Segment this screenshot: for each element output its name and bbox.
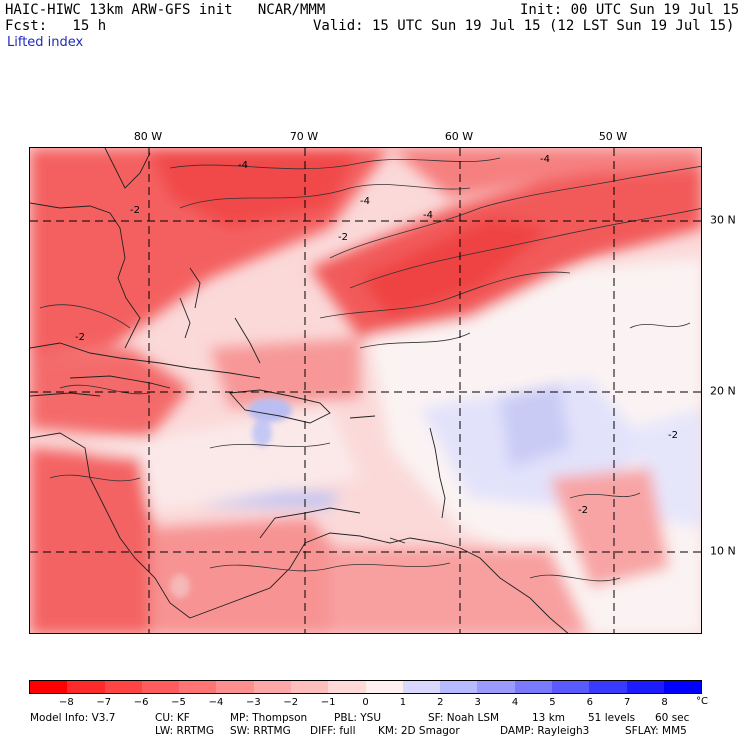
contour-label: -2: [578, 505, 588, 516]
lon-label-60w: 60 W: [444, 130, 474, 143]
lon-label-70w: 70 W: [289, 130, 319, 143]
colorbar-tick-label: 2: [437, 697, 444, 708]
colorbar-tick-label: −5: [171, 697, 186, 708]
colorbar-tick-label: −6: [133, 697, 149, 708]
colorbar-cell: [67, 681, 105, 693]
graticule: [30, 148, 701, 633]
lw-scheme: LW: RRTMG: [155, 725, 214, 737]
contour-label: -2: [668, 430, 678, 441]
model-title: HAIC-HIWC 13km ARW-GFS init NCAR/MMM: [5, 2, 326, 18]
contour-label: -2: [75, 332, 85, 343]
pbl-scheme: PBL: YSU: [334, 712, 382, 724]
colorbar-cell: [30, 681, 68, 693]
colorbar-cell: [104, 681, 142, 693]
sf-scheme: SF: Noah LSM: [428, 712, 500, 724]
colorbar-unit: °C: [696, 696, 708, 707]
lat-label-30n: 30 N: [710, 213, 736, 227]
contour-label: -2: [338, 232, 348, 243]
lat-label-20n: 20 N: [710, 384, 736, 398]
colorbar-tick-label: 0: [362, 697, 369, 708]
forecast-hour: Fcst: 15 h: [5, 18, 107, 34]
colorbar: [29, 680, 702, 694]
field-shading: [30, 148, 701, 633]
contour-label: -4: [540, 154, 550, 165]
km-scheme: KM: 2D Smagor: [378, 725, 460, 737]
colorbar-cell: [290, 681, 329, 693]
colorbar-tick-label: 5: [549, 697, 556, 708]
colorbar-tick-label: −2: [283, 697, 299, 708]
contour-label-group: -4 -4 -4 -2 -2 -4 -2 -2 -2: [75, 154, 678, 516]
colorbar-cell: [663, 681, 702, 693]
timestep: 60 sec: [655, 712, 690, 724]
colorbar-cell: [440, 681, 478, 693]
lon-label-50w: 50 W: [598, 130, 628, 143]
colorbar-cell: [402, 681, 441, 693]
valid-time: Valid: 15 UTC Sun 19 Jul 15 (12 LST Sun …: [313, 18, 735, 34]
lat-label-10n: 10 N: [710, 544, 736, 558]
colorbar-cell: [626, 681, 664, 693]
contour-label: -4: [238, 160, 248, 171]
colorbar-cell: [328, 681, 366, 693]
lifted-index-map[interactable]: -4 -4 -4 -2 -2 -4 -2 -2 -2: [29, 147, 702, 634]
init-time: Init: 00 UTC Sun 19 Jul 15: [520, 2, 740, 18]
model-info-label: Model Info: V3.7: [30, 712, 116, 724]
contour-label: -4: [423, 210, 433, 221]
colorbar-tick-label: −3: [245, 697, 261, 708]
colorbar-cell: [589, 681, 627, 693]
colorbar-cell: [365, 681, 403, 693]
contours: [39, 157, 701, 582]
colorbar-cell: [551, 681, 590, 693]
diff-scheme: DIFF: full: [310, 725, 356, 737]
colorbar-tick-label: −7: [96, 697, 112, 708]
field-name: Lifted index: [7, 35, 84, 50]
colorbar-cell: [253, 681, 291, 693]
lon-label-80w: 80 W: [133, 130, 163, 143]
colorbar-cell: [141, 681, 180, 693]
contour-label: -2: [130, 205, 140, 216]
resolution: 13 km: [532, 712, 566, 724]
colorbar-tick-label: 6: [586, 697, 594, 708]
colorbar-tick-label: −8: [59, 697, 74, 708]
map-canvas: -4 -4 -4 -2 -2 -4 -2 -2 -2: [30, 148, 701, 633]
colorbar-cell: [514, 681, 552, 693]
colorbar-cell: [216, 681, 254, 693]
colorbar-cell: [179, 681, 217, 693]
colorbar-tick-label: 3: [474, 697, 481, 708]
mp-scheme: MP: Thompson: [230, 712, 308, 724]
sw-scheme: SW: RRTMG: [230, 725, 291, 737]
colorbar-tick-label: 7: [624, 697, 631, 708]
levels: 51 levels: [588, 712, 636, 724]
colorbar-tick-label: −1: [320, 697, 336, 708]
colorbar-tick-label: −4: [208, 697, 224, 708]
damp-scheme: DAMP: Rayleigh3: [500, 725, 590, 737]
colorbar-cell: [477, 681, 515, 693]
colorbar-tick-label: 4: [511, 697, 519, 708]
cu-scheme: CU: KF: [155, 712, 190, 724]
contour-label: -4: [360, 196, 370, 207]
sflay-scheme: SFLAY: MM5: [625, 725, 687, 737]
colorbar-tick-label: 1: [399, 697, 407, 708]
colorbar-tick-label: 8: [661, 697, 668, 708]
